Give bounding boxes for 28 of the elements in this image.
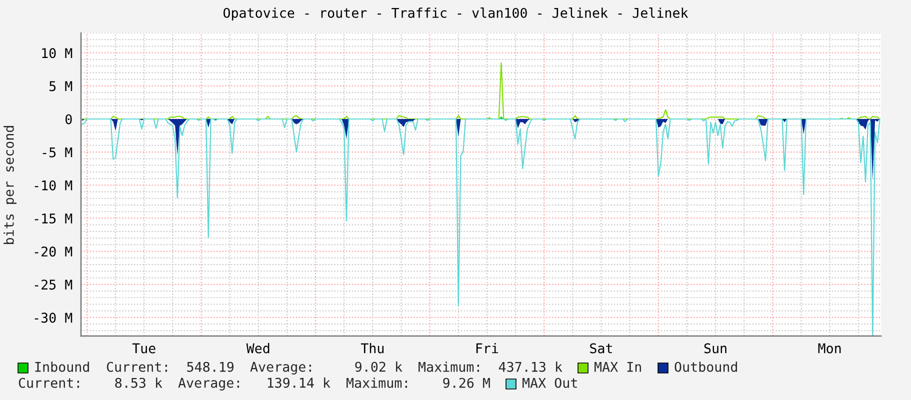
text: Current: 548.19 xyxy=(106,362,234,372)
y-tick-label: -20 M xyxy=(34,246,72,257)
legend-label: Inbound xyxy=(35,362,89,372)
legend-label: Outbound xyxy=(674,362,737,372)
x-tick-label: Fri xyxy=(476,343,498,354)
y-tick-label: -30 M xyxy=(34,312,72,323)
legend-label: MAX Out xyxy=(522,378,577,388)
text: Maximum: 9.26 M xyxy=(346,378,490,388)
legend-label: MAX In xyxy=(594,362,641,372)
x-tick-label: Tue xyxy=(132,343,156,354)
x-tick-label: Sat xyxy=(590,343,612,354)
text: Current: 8.53 k xyxy=(18,378,162,388)
text: Average: 139.14 k xyxy=(178,378,330,390)
y-axis-title: bits per second xyxy=(4,126,16,244)
y-tick-label: -10 M xyxy=(34,180,72,190)
chart-title: Opatovice - router - Traffic - vlan100 - Jelinek - Jelinek xyxy=(223,8,688,20)
x-tick-label: Wed xyxy=(246,343,270,354)
y-tick-label: 5 M xyxy=(50,81,72,92)
y-tick-label: 10 M xyxy=(42,48,72,58)
x-tick-label: Thu xyxy=(360,343,384,354)
x-tick-label: Mon xyxy=(818,343,841,354)
y-tick-label: -25 M xyxy=(34,280,72,290)
y-tick-label: -15 M xyxy=(34,214,72,224)
x-tick-label: Sun xyxy=(704,343,726,354)
text: Average: 9.02 k xyxy=(250,362,402,374)
y-tick-label: -5 M xyxy=(42,147,72,158)
text: Maximum: 437.13 k xyxy=(418,362,562,372)
y-tick-label: 0 xyxy=(66,114,72,124)
